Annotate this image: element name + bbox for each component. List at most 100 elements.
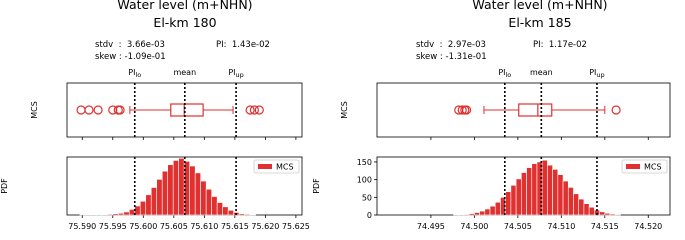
x-tick-label: 74.500 [460,222,488,231]
legend-box [621,159,668,174]
chart-subtitle: El-km 185 [508,15,571,30]
hist-bar [189,165,196,216]
flier [254,105,264,115]
hist-bar [172,160,180,216]
chart-title: Water level (m+NHN) [472,0,607,12]
flier [113,105,123,115]
hist-bar [227,209,234,216]
hist-bar [178,157,185,216]
flier [461,105,472,115]
hist-bar [244,213,251,216]
hist-bar [573,193,580,216]
x-tick-label: 74.505 [504,222,532,231]
hist-bar [123,211,130,216]
hist-bar [222,206,229,216]
reference-label-text: mean [173,68,196,77]
hist-bar [128,209,136,216]
reference-label: PIlo [498,68,511,79]
reference-label-text: PI [128,68,135,77]
hist-bar [200,180,207,216]
reference-label: PIup [228,68,243,79]
hist-bar [604,212,611,216]
stat-annotation: skew : -1.09e-01 [95,52,166,62]
reference-label-subscript: lo [135,71,141,79]
x-tick-label: 74.515 [591,222,619,231]
hist-bar [494,201,501,216]
box [518,103,553,117]
hist-bar [541,159,548,216]
reference-label-subscript: up [236,71,244,79]
x-tick-label: 75.625 [282,222,310,231]
box-axes [376,82,671,138]
x-tick-label: 75.595 [99,222,127,231]
y-tick-label: 150 [357,158,372,167]
reference-label-text: PI [228,68,235,77]
x-tick-label: 75.610 [190,222,218,231]
hist-y-label: PDF [312,178,321,194]
reference-label: PIlo [128,68,141,79]
stat-annotation: PI: 1.43e-02 [216,40,270,50]
panel: Water level (m+NHN) El-km 180 stdv : 3.66e… [0,0,310,231]
hist-bar [614,213,621,216]
flier [76,105,86,115]
stat-annotation: PI: 1.17e-02 [533,40,587,50]
hist-bar [484,208,491,216]
hist-bar [117,212,125,216]
flier [93,105,103,115]
hist-bar [463,213,470,216]
flier [84,105,94,115]
hist-bar [474,212,480,216]
chart-subtitle: El-km 180 [153,15,216,30]
hist-bar [557,174,564,216]
box [170,103,204,117]
hist-bar [567,187,574,216]
box-y-label: MCS [30,101,39,119]
hist-bar [106,213,114,216]
hist-bar [468,213,475,216]
hist-bar [194,172,201,216]
chart-title: Water level (m+NHN) [117,0,252,12]
hist-bar [505,191,512,216]
x-tick-label: 75.605 [160,222,188,231]
panel: Water level (m+NHN) El-km 185 stdv : 2.97e… [312,0,671,231]
hist-bar [588,206,595,216]
legend-swatch [258,164,272,169]
hist-bar [238,213,245,216]
hist-bar [578,198,585,216]
hist-bar [479,210,486,216]
flier [611,105,621,115]
hist-bar [521,172,527,216]
hist-bar [547,164,553,216]
hist-bar [562,180,569,216]
hist-bar [112,213,119,216]
x-tick-label: 74.495 [417,222,445,231]
stat-annotation: stdv : 2.97e-03 [416,40,486,50]
hist-bar [583,203,590,216]
hist-bar [599,211,606,216]
legend-label: MCS [644,163,662,172]
legend-label: MCS [276,163,294,172]
flier [249,105,259,115]
reference-label-text: PI [498,68,505,77]
hist-bar [156,179,163,216]
hist-bar [211,196,218,216]
stat-annotation: stdv : 3.66e-03 [95,40,165,50]
flier [115,105,125,115]
reference-label: PIup [589,68,604,79]
hist-bar [161,170,169,216]
x-tick-label: 75.620 [251,222,279,231]
x-tick-label: 75.615 [221,222,249,231]
hist-bar [145,194,152,216]
hist-bar [531,163,538,216]
hist-bar [205,188,212,216]
hist-bar [552,169,559,216]
reference-label-subscript: up [596,71,604,79]
x-tick-label: 75.600 [129,222,157,231]
hist-bar [216,202,223,216]
reference-label-subscript: lo [506,71,512,79]
x-tick-label: 74.520 [634,222,662,231]
hist-bar [167,164,174,216]
hist-bar [609,213,616,216]
hist-bar [515,178,522,216]
